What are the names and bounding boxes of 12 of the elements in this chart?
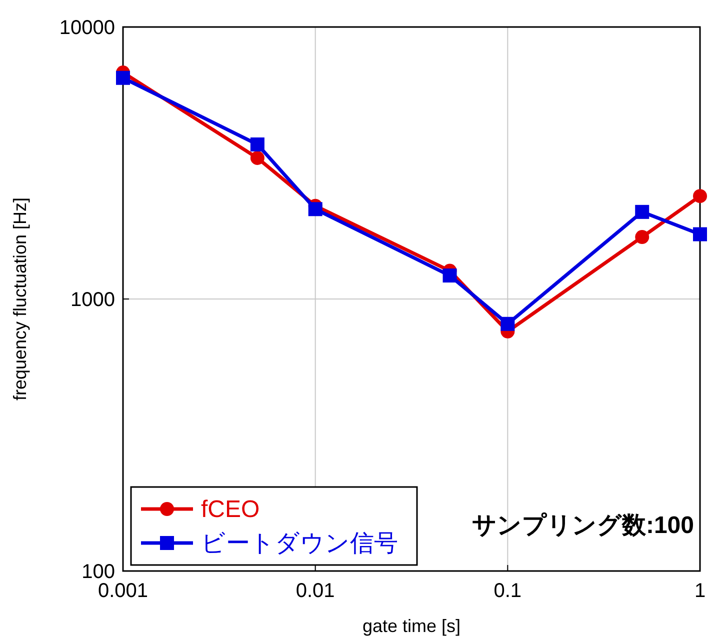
y-axis-title: frequency fluctuation [Hz]: [10, 197, 30, 401]
y-tick-label: 1000: [70, 289, 115, 311]
y-tick-label: 10000: [59, 17, 115, 39]
x-tick-label: 0.001: [98, 580, 148, 602]
annotation: サンプリング数:100: [472, 512, 694, 539]
x-tick-label: 0.01: [296, 580, 335, 602]
x-tick-label: 1: [694, 580, 706, 602]
legend-label: fCEO: [201, 496, 260, 523]
x-tick-label: 0.1: [494, 580, 522, 602]
x-axis-title: gate time [s]: [362, 616, 461, 636]
legend-label: ビートダウン信号: [201, 530, 398, 557]
y-tick-label: 100: [82, 561, 115, 583]
